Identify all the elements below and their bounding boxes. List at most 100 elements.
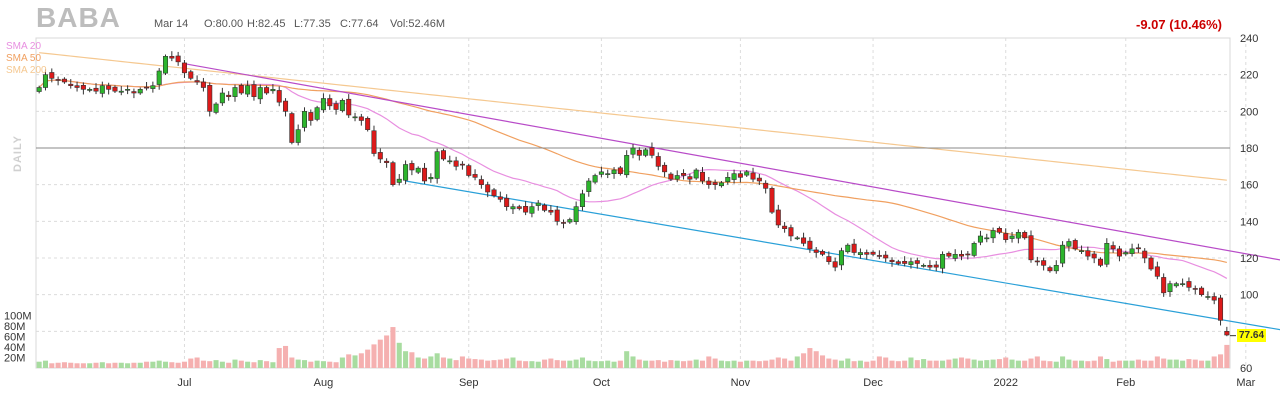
volume-bar bbox=[87, 363, 93, 368]
candle bbox=[523, 201, 529, 216]
candle bbox=[169, 51, 175, 62]
candle-body bbox=[270, 89, 276, 92]
volume-bar bbox=[567, 360, 573, 368]
candle-body bbox=[283, 100, 289, 112]
candle-body bbox=[1205, 296, 1211, 298]
volume-bar bbox=[548, 358, 554, 368]
candle-body bbox=[1003, 233, 1009, 240]
candle bbox=[984, 233, 990, 243]
volume-bar bbox=[737, 361, 743, 368]
volume-bar bbox=[1142, 360, 1148, 368]
volume-bar bbox=[1154, 356, 1160, 368]
candle bbox=[181, 60, 187, 78]
candle bbox=[592, 173, 598, 184]
candle-body bbox=[535, 202, 541, 206]
candle bbox=[1110, 241, 1116, 253]
volume-bar bbox=[295, 359, 301, 368]
candle-body bbox=[775, 209, 781, 226]
candle bbox=[384, 158, 390, 168]
candle-body bbox=[1180, 283, 1186, 285]
candle-body bbox=[965, 253, 971, 256]
candle-body bbox=[213, 103, 219, 113]
candle-body bbox=[908, 261, 914, 265]
candle bbox=[794, 236, 800, 241]
candle bbox=[188, 69, 194, 81]
candle-body bbox=[257, 87, 263, 100]
candle-body bbox=[68, 83, 74, 86]
candle-body bbox=[428, 177, 434, 180]
x-tick-label: Aug bbox=[314, 377, 334, 389]
candle bbox=[643, 148, 649, 158]
volume-bar bbox=[927, 360, 933, 368]
candle-body bbox=[605, 173, 611, 175]
candle bbox=[49, 68, 55, 83]
volume-bar bbox=[662, 361, 668, 368]
volume-bar bbox=[207, 361, 213, 368]
volume-bar bbox=[1148, 360, 1154, 368]
volume-bar bbox=[965, 358, 971, 368]
volume-bar bbox=[1047, 361, 1053, 368]
candle-body bbox=[1097, 258, 1104, 266]
candle bbox=[883, 251, 889, 263]
candle bbox=[693, 168, 699, 180]
volume-bar bbox=[447, 358, 453, 368]
volume-bar bbox=[384, 335, 390, 368]
candle-body bbox=[390, 162, 396, 185]
candle-body bbox=[579, 193, 585, 207]
candle bbox=[1053, 260, 1059, 274]
sma20-label: SMA 20 bbox=[6, 41, 42, 52]
volume-bar bbox=[301, 360, 308, 368]
volume-bar bbox=[175, 362, 181, 368]
candle bbox=[68, 79, 74, 89]
volume-bar bbox=[409, 352, 415, 368]
candle bbox=[415, 166, 421, 175]
candle-body bbox=[895, 261, 901, 264]
candle bbox=[857, 248, 863, 259]
candle-body bbox=[1116, 248, 1122, 257]
volume-bar bbox=[1192, 359, 1198, 368]
candle-body bbox=[264, 87, 270, 94]
candle bbox=[902, 256, 908, 267]
candle bbox=[377, 148, 383, 164]
candle bbox=[832, 257, 838, 272]
candle bbox=[864, 249, 870, 260]
candle bbox=[396, 174, 402, 186]
volume-bar bbox=[649, 360, 655, 368]
candle-body bbox=[958, 254, 965, 257]
candle bbox=[630, 143, 636, 159]
volume-bar bbox=[1199, 360, 1205, 368]
volume-bar bbox=[1180, 360, 1186, 368]
volume-bar bbox=[162, 361, 169, 368]
candle bbox=[763, 180, 769, 194]
candle-body bbox=[542, 204, 548, 211]
candle bbox=[662, 162, 668, 177]
candle bbox=[264, 85, 270, 95]
x-tick-label: Nov bbox=[731, 377, 751, 389]
candle-body bbox=[112, 86, 118, 92]
candle-body bbox=[106, 85, 112, 90]
candle-body bbox=[339, 100, 345, 111]
volume-bar bbox=[883, 357, 889, 368]
candle bbox=[946, 251, 952, 258]
volume-bar bbox=[1205, 360, 1211, 368]
volume-bar bbox=[826, 358, 832, 368]
candle-body bbox=[301, 111, 308, 128]
candle-body bbox=[87, 89, 93, 91]
volume-bar bbox=[283, 345, 289, 368]
candle-body bbox=[699, 171, 706, 182]
volume-bar bbox=[377, 339, 383, 368]
volume-bar bbox=[914, 360, 920, 368]
volume-bar bbox=[333, 362, 339, 368]
candle bbox=[403, 160, 409, 185]
candle bbox=[769, 186, 775, 214]
volume-bar bbox=[788, 360, 794, 368]
candle-body bbox=[693, 169, 699, 179]
candle bbox=[655, 152, 661, 171]
candle bbox=[788, 224, 794, 242]
volume-bar bbox=[586, 360, 592, 368]
candle-body bbox=[548, 210, 554, 213]
candle bbox=[1123, 250, 1129, 256]
candle bbox=[681, 169, 687, 180]
candle-body bbox=[371, 130, 377, 154]
candle-body bbox=[1079, 250, 1085, 252]
